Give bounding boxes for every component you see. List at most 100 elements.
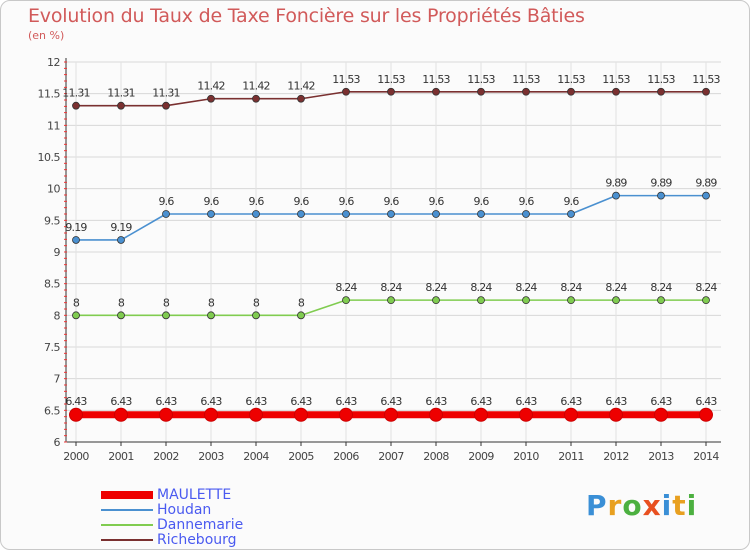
data-point <box>342 210 350 218</box>
data-label: 6.43 <box>695 395 717 408</box>
data-point <box>522 87 530 96</box>
x-tick-label: 2014 <box>693 450 719 463</box>
data-label: 8 <box>253 296 260 309</box>
data-point <box>117 101 125 110</box>
y-tick-label: 10.5 <box>38 151 61 164</box>
legend-swatch <box>101 508 153 511</box>
brand-letter: t <box>672 489 687 522</box>
data-point <box>432 210 440 218</box>
data-point <box>207 311 215 320</box>
data-point <box>387 87 395 96</box>
brand-letter: o <box>622 489 643 522</box>
y-tick-label: 8 <box>54 309 61 322</box>
x-tick-label: 2006 <box>333 450 359 463</box>
data-point <box>294 407 308 422</box>
data-label: 11.31 <box>107 87 135 100</box>
data-point <box>249 407 263 422</box>
data-point <box>162 101 170 110</box>
data-label: 8 <box>298 296 305 309</box>
data-label: 8.24 <box>335 281 357 294</box>
data-label: 11.42 <box>287 80 315 93</box>
data-label: 8.24 <box>605 281 627 294</box>
x-tick-label: 2004 <box>243 450 269 463</box>
data-point <box>702 87 710 96</box>
data-label: 9.6 <box>158 195 174 208</box>
brand-logo: Proxiti <box>586 489 697 522</box>
x-tick-label: 2010 <box>513 450 539 463</box>
data-label: 11.53 <box>422 73 450 86</box>
y-tick-label: 7 <box>54 373 61 386</box>
x-tick-label: 2002 <box>153 450 179 463</box>
data-point <box>657 296 665 305</box>
data-point <box>342 87 350 96</box>
brand-letter: x <box>642 489 662 522</box>
data-point <box>252 210 260 218</box>
data-label: 8.24 <box>560 281 582 294</box>
y-tick-label: 12 <box>47 56 60 69</box>
data-point <box>252 311 260 320</box>
data-point <box>207 94 215 103</box>
data-point <box>522 296 530 305</box>
data-label: 6.43 <box>335 395 357 408</box>
data-label: 9.6 <box>428 195 444 208</box>
legend-label: Dannemarie <box>157 516 244 533</box>
data-point <box>429 407 443 422</box>
data-point <box>609 407 623 422</box>
data-label: 6.43 <box>110 395 132 408</box>
data-point <box>612 191 620 200</box>
data-point <box>699 407 713 422</box>
y-tick-label: 10 <box>47 183 60 196</box>
data-point <box>162 311 170 320</box>
data-label: 6.43 <box>245 395 267 408</box>
data-label: 11.53 <box>557 73 585 86</box>
data-label: 11.53 <box>377 73 405 86</box>
data-label: 11.31 <box>152 87 180 100</box>
data-label: 9.89 <box>605 177 627 190</box>
data-label: 8 <box>118 296 125 309</box>
y-tick-label: 6.5 <box>44 404 60 417</box>
data-label: 9.89 <box>650 177 672 190</box>
x-tick-label: 2012 <box>603 450 629 463</box>
legend-label: MAULETTE <box>157 486 232 503</box>
data-point <box>612 87 620 96</box>
data-label: 11.31 <box>62 87 90 100</box>
brand-letter: i <box>661 489 673 522</box>
data-label: 6.43 <box>155 395 177 408</box>
data-point <box>384 407 398 422</box>
data-label: 11.53 <box>512 73 540 86</box>
data-point <box>477 296 485 305</box>
data-label: 9.19 <box>110 221 132 234</box>
legend-label: Richebourg <box>157 531 237 548</box>
data-point <box>387 296 395 305</box>
data-point <box>297 94 305 103</box>
data-point <box>702 296 710 305</box>
data-label: 8 <box>163 296 170 309</box>
data-label: 6.43 <box>290 395 312 408</box>
x-tick-label: 2008 <box>423 450 449 463</box>
data-point <box>654 407 668 422</box>
legend-swatch <box>101 523 153 526</box>
data-point <box>72 236 80 244</box>
data-point <box>114 407 128 422</box>
data-point <box>69 407 83 422</box>
data-label: 6.43 <box>380 395 402 408</box>
data-label: 6.43 <box>470 395 492 408</box>
data-point <box>207 210 215 218</box>
data-label: 11.53 <box>602 73 630 86</box>
data-point <box>567 296 575 305</box>
data-point <box>657 87 665 96</box>
legend-item-houdan: Houdan <box>101 502 243 517</box>
data-label: 9.6 <box>563 195 579 208</box>
x-tick-label: 2001 <box>108 450 134 463</box>
data-point <box>339 407 353 422</box>
data-point <box>252 94 260 103</box>
data-point <box>159 407 173 422</box>
data-label: 9.6 <box>383 195 399 208</box>
y-tick-label: 7.5 <box>44 341 60 354</box>
x-tick-label: 2011 <box>558 450 584 463</box>
data-label: 8.24 <box>695 281 717 294</box>
data-label: 11.42 <box>242 80 270 93</box>
y-tick-label: 9.5 <box>44 214 60 227</box>
data-point <box>72 311 80 320</box>
